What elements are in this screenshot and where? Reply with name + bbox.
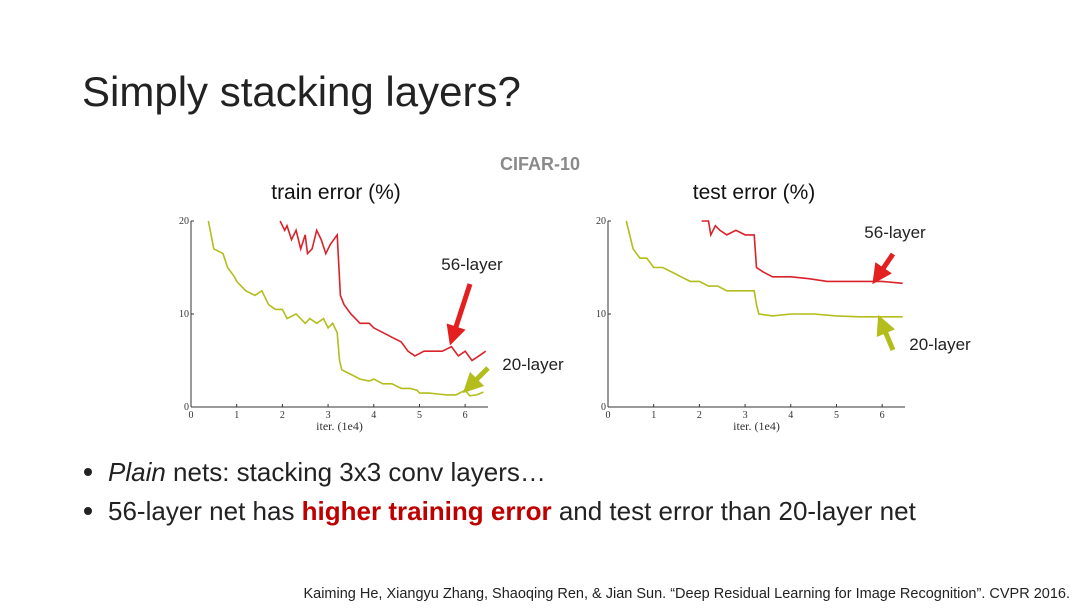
chart-title: test error (%): [693, 181, 816, 204]
data-line: [207, 220, 484, 397]
y-tick-label: 10: [596, 309, 606, 320]
x-tick-label: 1: [651, 410, 656, 421]
x-tick-label: 6: [880, 410, 885, 421]
arrow: [872, 252, 896, 285]
x-axis-label: iter. (1e4): [316, 419, 363, 433]
series-label: 56-layer: [864, 223, 926, 242]
arrow: [876, 314, 896, 351]
arrow: [446, 283, 473, 346]
bullet-text: Plain: [108, 457, 166, 487]
y-tick-label: 20: [596, 216, 606, 227]
x-tick-label: 3: [743, 410, 748, 421]
x-tick-label: 2: [280, 410, 285, 421]
x-tick-label: 5: [834, 410, 839, 421]
series-label: 20-layer: [502, 355, 564, 374]
x-tick-label: 4: [788, 410, 793, 421]
bullet-text: nets: stacking 3x3 conv layers…: [166, 457, 546, 487]
series-label: 56-layer: [441, 255, 503, 274]
data-line: [625, 220, 903, 318]
subtitle: CIFAR-10: [500, 154, 580, 174]
y-tick-label: 10: [179, 309, 189, 320]
data-line: [701, 220, 903, 285]
bullet: 56-layer net has higher training error a…: [108, 496, 917, 526]
y-tick-label: 0: [184, 402, 189, 413]
x-tick-label: 0: [606, 410, 611, 421]
y-tick-label: 20: [179, 216, 189, 227]
x-tick-label: 0: [189, 410, 194, 421]
series-label: 20-layer: [909, 335, 971, 354]
x-axis-label: iter. (1e4): [733, 419, 780, 433]
data-line: [279, 220, 487, 362]
x-tick-label: 4: [371, 410, 376, 421]
y-tick-label: 0: [601, 402, 606, 413]
bullet-dot: [84, 468, 92, 476]
x-tick-label: 6: [463, 410, 468, 421]
chart-title: train error (%): [271, 181, 401, 204]
x-tick-label: 1: [234, 410, 239, 421]
x-tick-label: 3: [326, 410, 331, 421]
citation: Kaiming He, Xiangyu Zhang, Shaoqing Ren,…: [303, 586, 1070, 602]
x-tick-label: 2: [697, 410, 702, 421]
arrow: [462, 366, 490, 394]
slide-title: Simply stacking layers?: [82, 68, 521, 115]
x-tick-label: 5: [417, 410, 422, 421]
bullet-text: and test error than 20-layer net: [552, 496, 917, 526]
bullet: Plain nets: stacking 3x3 conv layers…: [108, 457, 546, 487]
bullet-text: 56-layer net has: [108, 496, 302, 526]
bullet-dot: [84, 507, 92, 515]
bullet-text: higher training error: [302, 496, 552, 526]
